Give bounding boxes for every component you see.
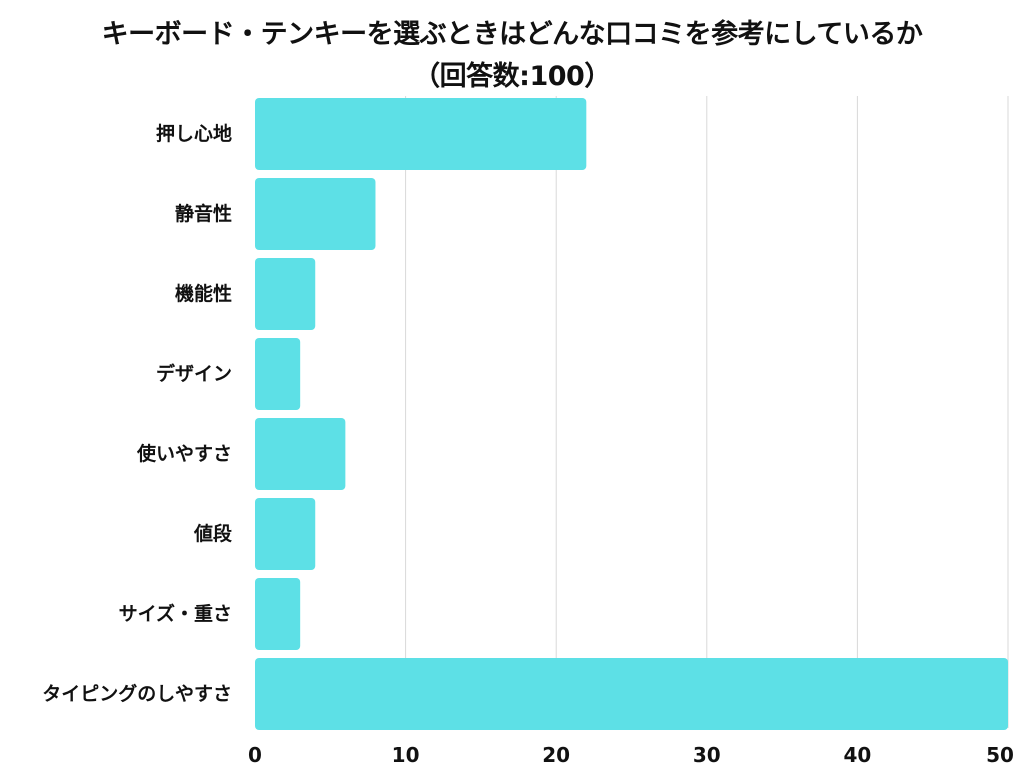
x-tick-label: 30 (693, 743, 721, 767)
chart-title: キーボード・テンキーを選ぶときはどんな口コミを参考にしているか (101, 19, 923, 50)
category-label: デザイン (156, 362, 232, 385)
grid-lines (405, 96, 1009, 728)
x-tick-label: 10 (392, 743, 420, 767)
category-label: 押し心地 (156, 122, 232, 145)
x-axis-tick-labels: 0 10 20 30 40 50 (248, 743, 1014, 767)
bar-8 (255, 658, 1008, 730)
category-label: タイピングのしやすさ (42, 682, 232, 705)
category-label: 値段 (193, 522, 233, 545)
category-label: 機能性 (175, 282, 232, 305)
x-tick-label: 0 (248, 743, 262, 767)
x-tick-label: 40 (843, 743, 871, 767)
bar-1 (255, 98, 587, 170)
x-tick-label: 20 (542, 743, 570, 767)
bar-4 (255, 338, 301, 410)
bars (255, 98, 1008, 730)
category-label: サイズ・重さ (119, 602, 232, 625)
bar-2 (255, 178, 376, 250)
bar-7 (255, 578, 301, 650)
bar-3 (255, 258, 316, 330)
category-label: 使いやすさ (136, 443, 232, 465)
bar-6 (255, 498, 316, 570)
chart-subtitle: （回答数:100） (413, 61, 611, 92)
category-label: 静音性 (175, 202, 232, 225)
x-tick-label: 50 (986, 743, 1014, 767)
bar-5 (255, 418, 346, 490)
